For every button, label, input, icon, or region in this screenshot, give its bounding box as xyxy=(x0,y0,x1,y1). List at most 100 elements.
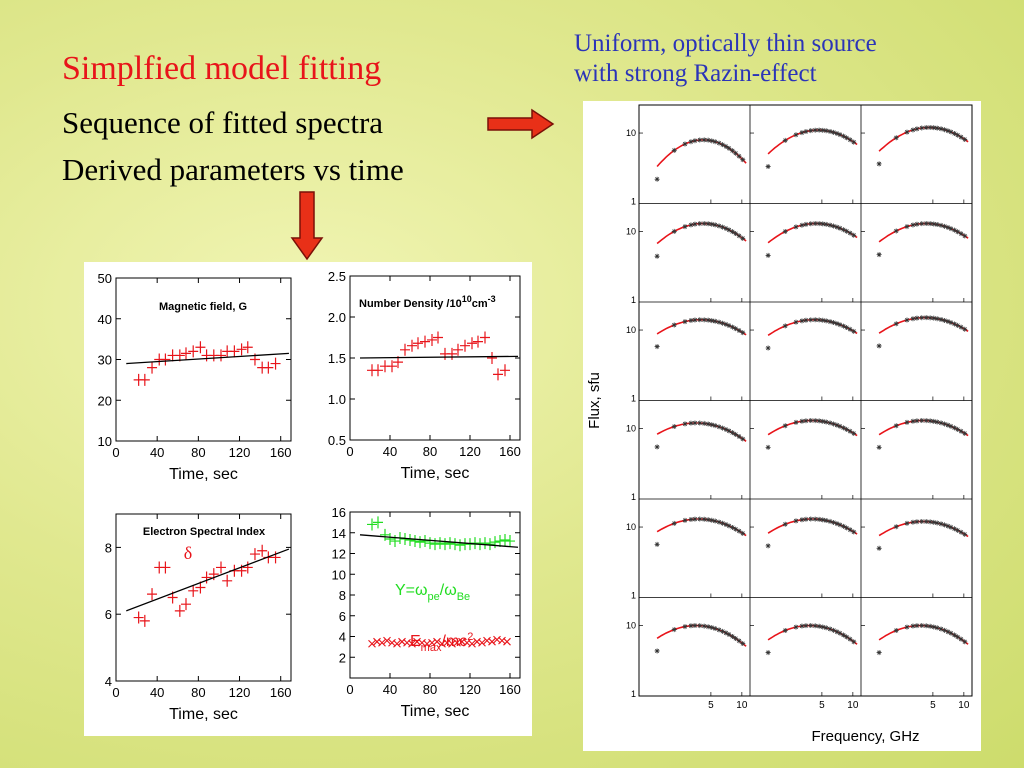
observed-point xyxy=(692,623,698,629)
observed-point xyxy=(914,126,920,132)
data-point xyxy=(487,352,497,364)
data-point xyxy=(270,551,281,564)
observed-point xyxy=(671,520,677,526)
observed-point xyxy=(820,317,826,323)
observed-point xyxy=(931,624,937,630)
y-tick-label: 8 xyxy=(105,540,112,555)
observed-point xyxy=(723,225,729,231)
data-point xyxy=(147,588,158,601)
observed-point xyxy=(709,138,715,144)
observed-point xyxy=(765,345,771,351)
observed-point xyxy=(876,545,882,551)
caption-line-1: Uniform, optically thin source xyxy=(574,30,877,57)
observed-point xyxy=(823,318,829,324)
y-tick-label: 1 xyxy=(631,197,636,207)
observed-point xyxy=(720,320,726,326)
observed-point xyxy=(923,519,929,525)
bullet-derived-parameters: Derived parameters vs time xyxy=(62,152,404,187)
observed-point xyxy=(844,426,850,432)
observed-point xyxy=(938,222,944,228)
observed-point xyxy=(955,527,961,533)
observed-point xyxy=(705,137,711,143)
y-tick-label: 10 xyxy=(98,434,112,449)
observed-point xyxy=(893,423,899,429)
spectrum-panel-4: 10 1 xyxy=(626,221,747,305)
y-tick-label: 10 xyxy=(626,621,636,631)
observed-point xyxy=(910,316,916,322)
spectrum-panel-18: 5 10 xyxy=(861,623,970,711)
y-tick-label: 1 xyxy=(631,591,636,601)
observed-point xyxy=(962,233,968,239)
slide-title: Simplfied model fitting xyxy=(62,50,382,87)
observed-point xyxy=(948,423,954,429)
observed-point xyxy=(812,623,818,629)
observed-point xyxy=(938,420,944,426)
observed-point xyxy=(934,520,940,526)
observed-point xyxy=(709,422,715,428)
spectrum-panel-5 xyxy=(750,221,858,302)
observed-point xyxy=(948,226,954,232)
trend-line xyxy=(126,352,289,365)
observed-point xyxy=(927,124,933,130)
observed-point xyxy=(831,320,837,326)
y-ratio-label: Y=ωpe/ωBe xyxy=(395,582,470,603)
spectrum-panel-17: 5 10 xyxy=(750,623,859,711)
observed-point xyxy=(733,231,739,237)
observed-point xyxy=(782,137,788,143)
observed-point xyxy=(705,421,711,427)
observed-point xyxy=(958,231,964,237)
y-tick-label: 6 xyxy=(105,607,112,622)
param-chart-4: 0 40 80 120 160 2 4 6 8 10 12 14 16 Time, sec Y=ωpe/ωB… xyxy=(332,505,521,720)
data-point xyxy=(188,584,199,597)
observed-point xyxy=(837,225,843,231)
observed-point xyxy=(723,321,729,327)
observed-point xyxy=(793,624,799,630)
param-chart-2: 0 40 80 120 160 0.5 1.0 1.5 2.0 2.5 Time, sec Numbe… xyxy=(328,269,521,482)
observed-point xyxy=(716,519,722,525)
observed-point xyxy=(808,221,814,227)
observed-point xyxy=(945,224,951,230)
observed-point xyxy=(697,420,703,426)
observed-point xyxy=(840,523,846,529)
x-tick-label: 80 xyxy=(423,444,437,459)
x-tick-label: 80 xyxy=(191,685,205,700)
data-point xyxy=(435,537,445,550)
data-point xyxy=(433,637,441,646)
data-point xyxy=(201,571,212,584)
y-tick-label: 10 xyxy=(626,128,636,138)
observed-point xyxy=(927,519,933,525)
data-point xyxy=(236,343,247,356)
observed-point xyxy=(729,324,735,330)
observed-point xyxy=(654,648,660,654)
observed-point xyxy=(701,516,707,522)
observed-point xyxy=(729,633,735,639)
data-point xyxy=(400,343,410,356)
x-tick-label: 0 xyxy=(346,444,353,459)
observed-point xyxy=(740,436,746,442)
observed-point xyxy=(697,137,703,143)
observed-point xyxy=(931,519,937,525)
observed-point xyxy=(697,623,703,629)
observed-point xyxy=(723,143,729,149)
spectrum-panel-9 xyxy=(861,315,969,401)
observed-point xyxy=(705,517,711,523)
observed-point xyxy=(782,423,788,429)
observed-point xyxy=(812,317,818,323)
observed-point xyxy=(876,161,882,167)
x-tick-label: 40 xyxy=(150,685,164,700)
y-tick-label: 8 xyxy=(339,588,346,603)
observed-point xyxy=(831,223,837,229)
observed-point xyxy=(740,157,746,163)
observed-point xyxy=(919,623,925,629)
data-point xyxy=(408,639,416,648)
right-arrow-icon xyxy=(487,108,555,140)
observed-point xyxy=(919,418,925,424)
data-point xyxy=(393,639,401,648)
spectrum-panel-11 xyxy=(750,418,858,499)
observed-point xyxy=(914,221,920,227)
y-tick-label: 14 xyxy=(332,526,346,541)
observed-point xyxy=(955,426,961,432)
y-tick-label: 30 xyxy=(98,353,112,368)
data-point xyxy=(410,535,420,548)
observed-point xyxy=(765,650,771,656)
